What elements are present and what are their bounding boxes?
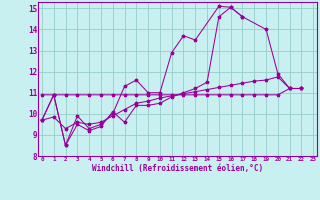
X-axis label: Windchill (Refroidissement éolien,°C): Windchill (Refroidissement éolien,°C) (92, 164, 263, 173)
